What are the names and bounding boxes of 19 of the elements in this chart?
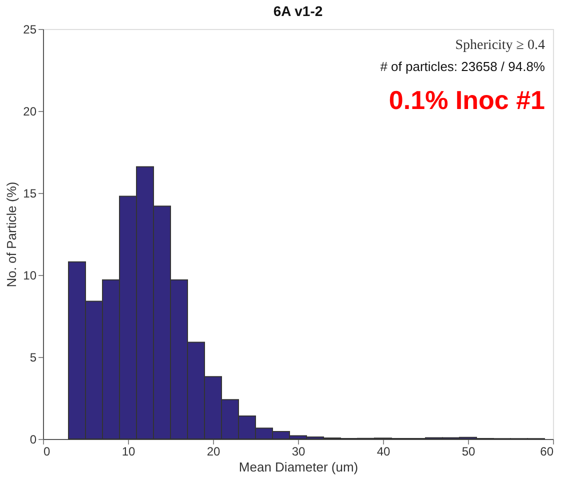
y-tick-label: 5 — [30, 350, 37, 364]
y-tick-label: 20 — [23, 104, 37, 118]
chart-title: 6A v1-2 — [273, 3, 323, 19]
x-tick-label: 0 — [44, 444, 50, 458]
x-tick-label: 50 — [462, 444, 476, 458]
y-tick-label: 25 — [23, 22, 37, 36]
x-tick-label: 60 — [540, 444, 554, 458]
x-tick-label: 30 — [292, 444, 306, 458]
y-tick-label: 15 — [23, 186, 37, 200]
annotation: # of particles: 23658 / 94.8% — [380, 59, 546, 74]
annotation: 0.1% Inoc #1 — [388, 85, 545, 115]
y-tick-label: 10 — [23, 268, 37, 282]
y-tick-label: 0 — [30, 432, 37, 446]
x-tick-label: 20 — [206, 444, 220, 458]
y-axis-title: No. of Particle (%) — [4, 182, 20, 288]
x-tick-label: 40 — [376, 444, 390, 458]
annotation: Sphericity ≥ 0.4 — [455, 38, 545, 53]
x-axis-title: Mean Diameter (um) — [238, 460, 358, 474]
x-tick-label: 10 — [122, 444, 136, 458]
